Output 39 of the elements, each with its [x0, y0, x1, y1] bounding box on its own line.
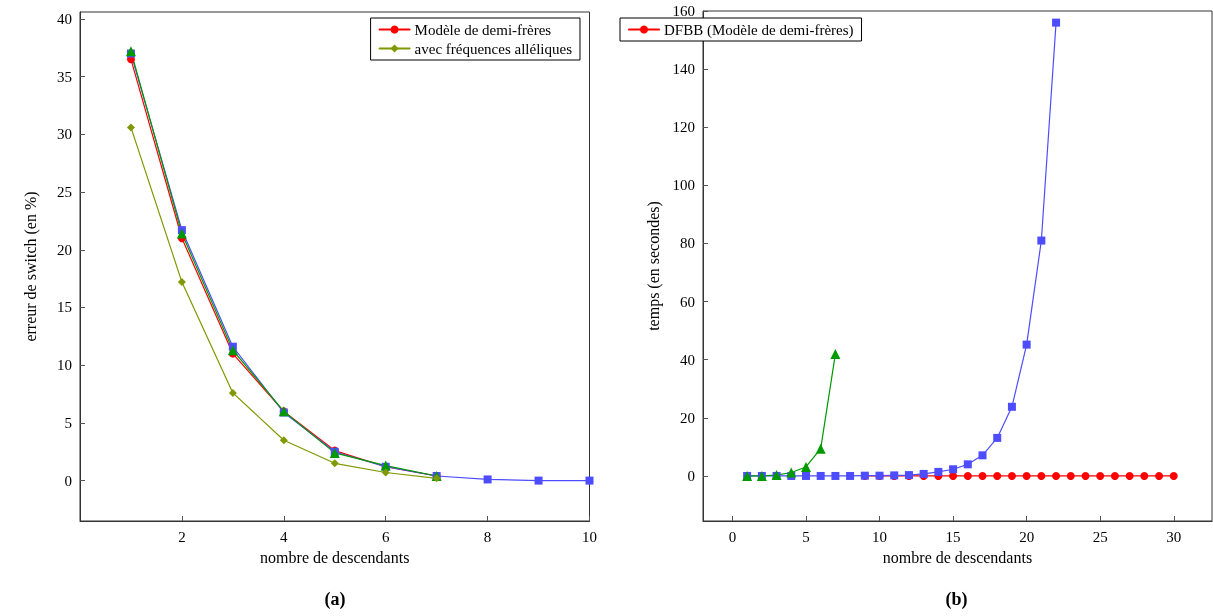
x-tick-label: 20: [1019, 528, 1035, 545]
y-axis-title: erreur de switch (en %): [21, 191, 40, 342]
legend-label: Modèle de demi-frères: [414, 21, 552, 38]
y-tick-label: 140: [672, 61, 695, 78]
x-tick-label: 5: [802, 528, 810, 545]
y-tick-label: 5: [64, 414, 72, 431]
text: (a): [324, 589, 346, 610]
y-tick-label: 40: [57, 10, 72, 27]
x-tick-label: 15: [945, 528, 961, 545]
y-tick-label: 80: [680, 235, 695, 252]
x-tick-label: 8: [483, 528, 492, 545]
y-tick-label: 30: [57, 126, 72, 143]
y-tick-label: 35: [57, 68, 72, 85]
x-axis-title: nombre de descendants: [260, 548, 410, 566]
x-axis-title: nombre de descendants: [882, 548, 1033, 566]
legend-label: avec fréquences alléliques: [414, 40, 573, 57]
x-tick-label: 0: [728, 528, 737, 545]
y-tick-label: 20: [680, 409, 695, 426]
y-tick-label: 120: [672, 119, 695, 136]
y-tick-label: 0: [64, 472, 72, 489]
x-tick-label: 30: [1166, 528, 1182, 545]
y-tick-label: 20: [57, 241, 72, 258]
x-tick-label: 10: [582, 528, 597, 545]
x-tick-label: 4: [280, 528, 289, 545]
y-axis-title: temps (en secondes): [644, 201, 663, 331]
y-tick-label: 40: [680, 351, 695, 368]
x-tick-label: 6: [381, 528, 390, 545]
y-tick-label: 60: [680, 293, 695, 310]
y-tick-label: 15: [57, 299, 72, 316]
x-tick-label: 25: [1092, 528, 1108, 545]
x-tick-label: 10: [872, 528, 888, 545]
y-tick-label: 160: [672, 3, 695, 19]
y-tick-label: 10: [57, 357, 72, 374]
y-tick-label: 25: [57, 184, 72, 201]
legend-label: DFBB (Modèle de demi-frères): [664, 21, 854, 39]
y-tick-label: 0: [687, 467, 695, 484]
y-tick-label: 100: [672, 177, 695, 194]
x-tick-label: 2: [178, 528, 186, 545]
text: (b): [945, 589, 968, 610]
